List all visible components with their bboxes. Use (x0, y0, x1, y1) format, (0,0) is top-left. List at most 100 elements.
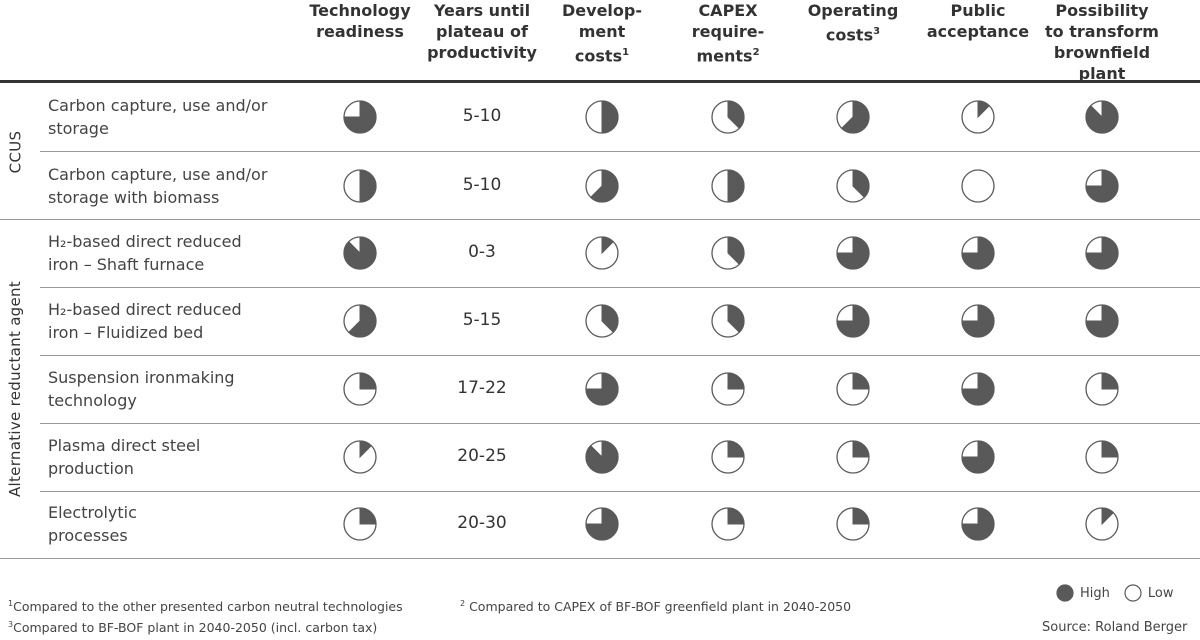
row-label: H₂-based direct reduced iron – Fluidized… (48, 300, 242, 342)
technology-readiness-pie (342, 439, 378, 479)
column-header-footnote-mark: 1 (622, 47, 630, 58)
public-acceptance-pie (960, 303, 996, 343)
footnote-2-mark: 2 (460, 599, 466, 608)
legend-high-label: High (1080, 585, 1110, 601)
public-acceptance-pie (960, 235, 996, 275)
capex-requirements-pie (710, 168, 746, 208)
development-costs-pie (584, 99, 620, 139)
legend-low-label: Low (1147, 585, 1174, 601)
group-label-1: CCUS (0, 83, 30, 220)
group-separator (0, 219, 1200, 220)
technology-readiness-pie (342, 506, 378, 546)
capex-requirements-pie (710, 99, 746, 139)
footnote-3-mark: 3 (8, 620, 14, 629)
column-header-title: Years until plateau of productivity (427, 1, 537, 62)
row-separator (40, 151, 1200, 152)
brownfield-transform-pie (1084, 235, 1120, 275)
operating-costs-pie (835, 99, 871, 139)
development-costs-pie (584, 235, 620, 275)
years-to-plateau: 20-25 (457, 446, 507, 466)
years-to-plateau: 5-15 (462, 310, 502, 330)
footnote-1: 1Compared to the other presented carbon … (8, 599, 403, 614)
column-header-1: Technology readiness (300, 0, 420, 42)
row-label: Suspension ironmaking technology (48, 368, 235, 410)
column-header-5: Operating costs3 (798, 0, 908, 45)
operating-costs-pie (835, 168, 871, 208)
row-separator (40, 491, 1200, 492)
column-header-3: Develop- ment costs1 (547, 0, 657, 66)
legend: High Low (1056, 584, 1174, 602)
column-header-title: Develop- ment costs (562, 1, 642, 66)
development-costs-pie (584, 439, 620, 479)
years-to-plateau: 0-3 (468, 242, 496, 262)
years-to-plateau: 5-10 (462, 106, 502, 126)
group-label-2: Alternative reductant agent (0, 219, 30, 558)
row-label: Carbon capture, use and/or storage with … (48, 165, 268, 207)
capex-requirements-pie (710, 506, 746, 546)
capex-requirements-pie (710, 303, 746, 343)
footnote-3-text: Compared to BF-BOF plant in 2040-2050 (i… (13, 620, 378, 636)
brownfield-transform-pie (1084, 506, 1120, 546)
years-to-plateau: 17-22 (457, 378, 507, 398)
capex-requirements-pie (710, 371, 746, 411)
row-separator (40, 355, 1200, 356)
technology-readiness-pie (342, 235, 378, 275)
column-header-7: Possibility to transform brownfield plan… (1032, 0, 1172, 84)
capex-requirements-pie (710, 235, 746, 275)
column-header-footnote-mark: 2 (752, 47, 760, 58)
operating-costs-pie (835, 303, 871, 343)
column-header-title: CAPEX require- ments (691, 1, 765, 66)
row-label: Electrolytic processes (48, 503, 137, 545)
column-header-6: Public acceptance (923, 0, 1033, 42)
brownfield-transform-pie (1084, 439, 1120, 479)
footnote-2: 2 Compared to CAPEX of BF-BOF greenfield… (460, 599, 851, 614)
row-label: Carbon capture, use and/or storage (48, 96, 268, 138)
column-header-title: Possibility to transform brownfield plan… (1045, 1, 1159, 83)
technology-readiness-pie (342, 168, 378, 208)
public-acceptance-pie (960, 371, 996, 411)
group-separator (0, 558, 1200, 559)
technology-readiness-pie (342, 371, 378, 411)
source-note: Source: Roland Berger (1042, 620, 1188, 635)
column-header-title: Public acceptance (926, 1, 1030, 41)
capex-requirements-pie (710, 439, 746, 479)
row-separator (40, 423, 1200, 424)
column-header-footnote-mark: 3 (873, 26, 881, 37)
operating-costs-pie (835, 439, 871, 479)
technology-readiness-pie (342, 303, 378, 343)
development-costs-pie (584, 506, 620, 546)
row-label: H₂-based direct reduced iron – Shaft fur… (48, 232, 242, 274)
development-costs-pie (584, 303, 620, 343)
group-label-text: Alternative reductant agent (6, 280, 25, 497)
years-to-plateau: 20-30 (457, 513, 507, 533)
brownfield-transform-pie (1084, 371, 1120, 411)
public-acceptance-pie (960, 168, 996, 208)
footnote-2-text: Compared to CAPEX of BF-BOF greenfield p… (469, 599, 852, 615)
footnote-1-mark: 1 (8, 599, 14, 608)
development-costs-pie (584, 371, 620, 411)
group-label-text: CCUS (6, 130, 24, 173)
brownfield-transform-pie (1084, 168, 1120, 208)
legend-high-icon (1056, 584, 1074, 602)
operating-costs-pie (835, 506, 871, 546)
row-separator (40, 287, 1200, 288)
operating-costs-pie (835, 235, 871, 275)
column-header-2: Years until plateau of productivity (422, 0, 542, 63)
footnote-1-text: Compared to the other presented carbon n… (13, 599, 403, 615)
public-acceptance-pie (960, 99, 996, 139)
footnote-3: 3Compared to BF-BOF plant in 2040-2050 (… (8, 620, 377, 635)
public-acceptance-pie (960, 506, 996, 546)
legend-low-icon (1124, 584, 1142, 602)
column-header-4: CAPEX require- ments2 (673, 0, 783, 66)
technology-readiness-pie (342, 99, 378, 139)
header-rule (0, 80, 1200, 83)
row-label: Plasma direct steel production (48, 436, 201, 478)
public-acceptance-pie (960, 439, 996, 479)
brownfield-transform-pie (1084, 99, 1120, 139)
years-to-plateau: 5-10 (462, 175, 502, 195)
column-header-title: Operating costs (807, 1, 899, 45)
development-costs-pie (584, 168, 620, 208)
brownfield-transform-pie (1084, 303, 1120, 343)
operating-costs-pie (835, 371, 871, 411)
column-header-title: Technology readiness (309, 1, 411, 41)
